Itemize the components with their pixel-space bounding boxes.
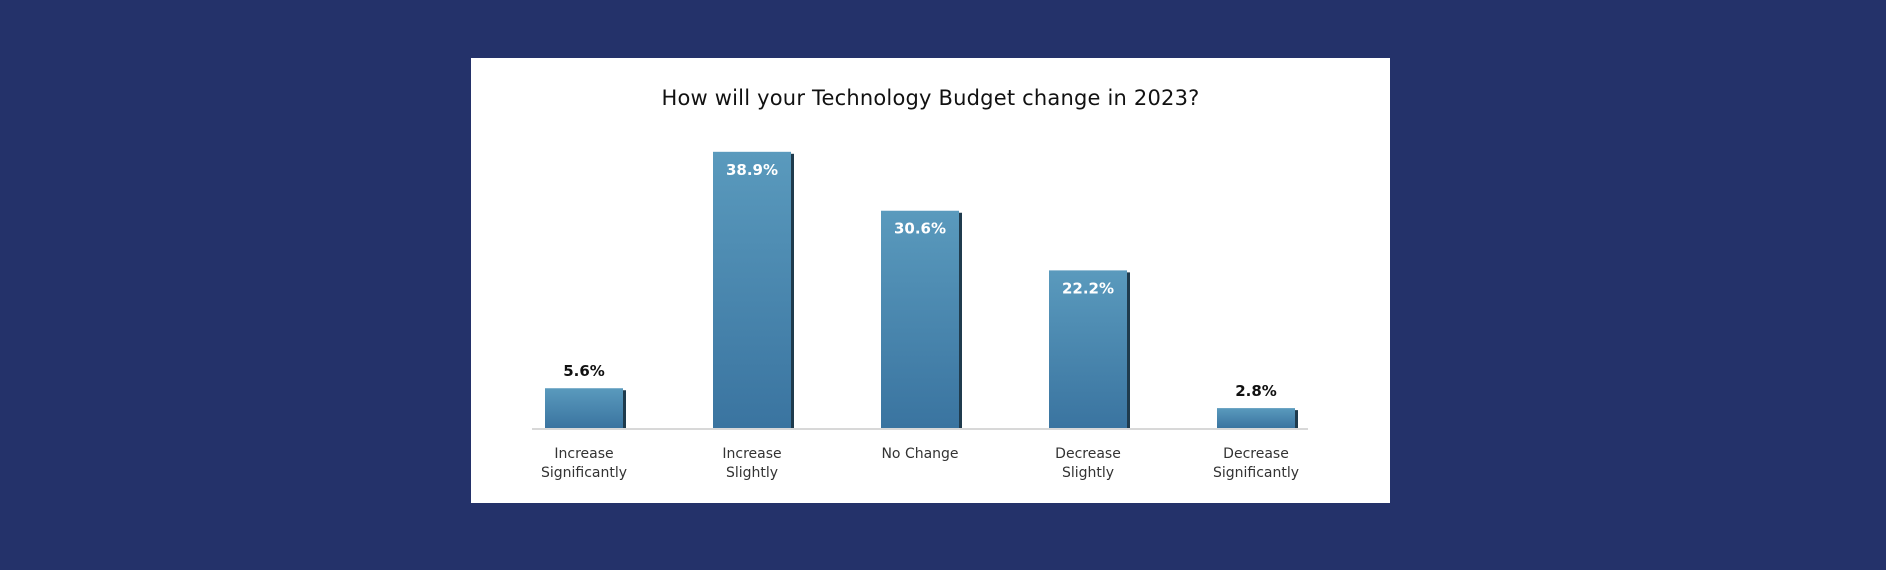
x-tick-label: Significantly [541,465,627,481]
bar-shadow [958,212,962,428]
x-tick-label: Significantly [1213,465,1299,481]
x-tick-label: Slightly [1062,465,1114,481]
data-label: 22.2% [1062,279,1114,297]
x-tick-label: Slightly [726,465,778,481]
x-tick-label: Increase [722,446,781,462]
x-tick-label: Decrease [1223,446,1289,462]
bar-shadow [622,390,626,428]
chart-panel: How will your Technology Budget change i… [471,58,1390,503]
bar-shadow [1126,272,1130,428]
x-tick-label: No Change [881,446,958,462]
x-tick-label: Increase [554,446,613,462]
chart-title: How will your Technology Budget change i… [661,86,1200,110]
bar-3 [881,210,959,428]
bar-5 [1217,408,1295,428]
bar-chart: 5.6% Increase Significantly 38.9% Increase Sl… [532,151,1308,481]
data-label: 38.9% [726,161,778,179]
data-label: 2.8% [1235,382,1277,400]
bar-2 [713,151,791,428]
data-label: 30.6% [894,220,946,238]
x-tick-label: Decrease [1055,446,1121,462]
bar-shadow [1294,410,1298,428]
bar-shadow [790,153,794,428]
bar-1 [545,388,623,428]
data-label: 5.6% [563,362,605,380]
bar-4 [1049,270,1127,428]
